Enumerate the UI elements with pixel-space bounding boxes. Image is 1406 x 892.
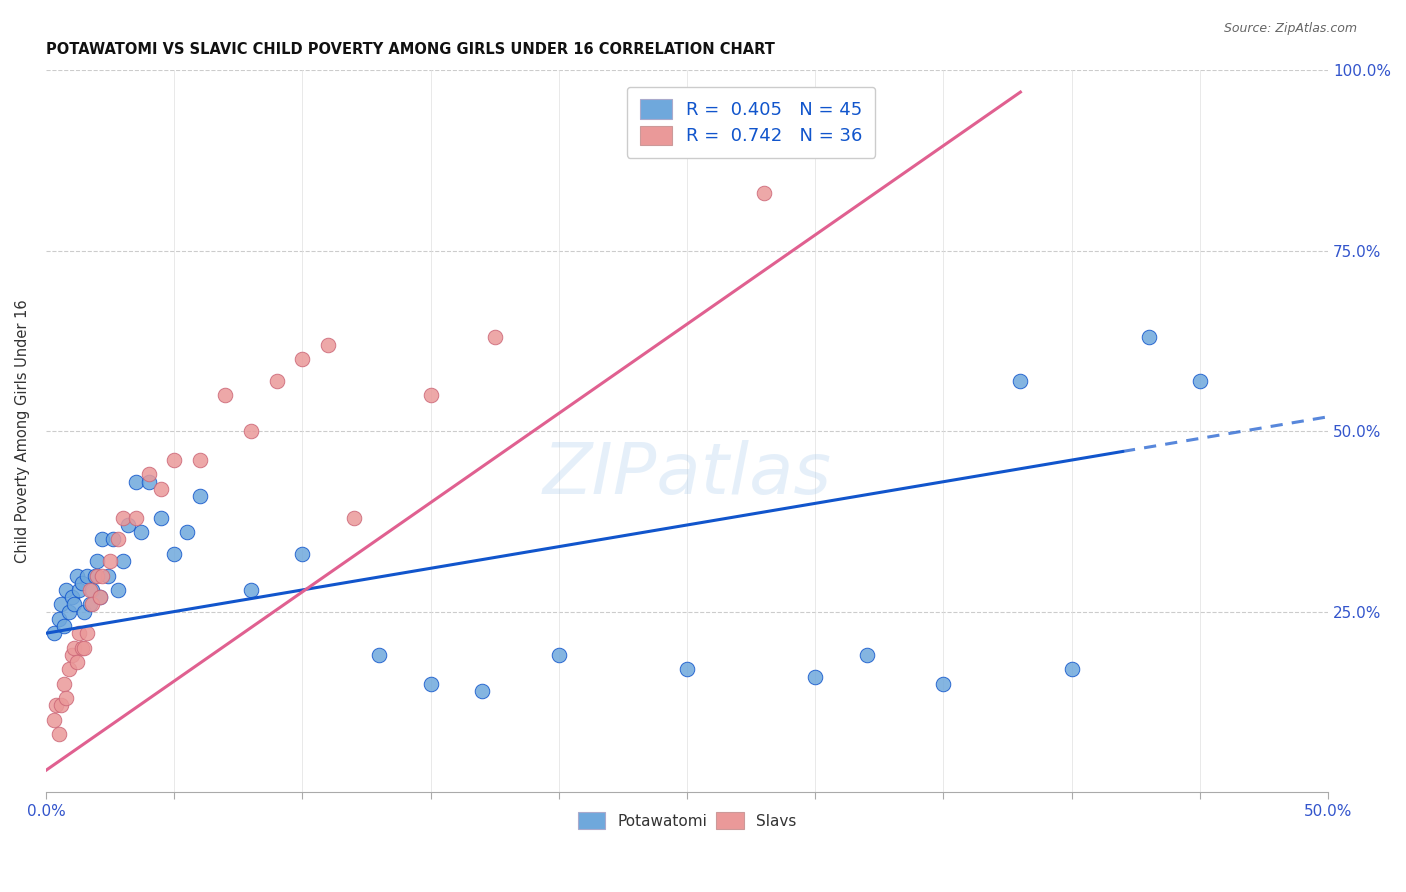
Point xyxy=(804,669,827,683)
Point xyxy=(63,598,86,612)
Point xyxy=(138,475,160,489)
Point xyxy=(82,582,104,597)
Point xyxy=(67,626,90,640)
Point xyxy=(240,582,263,597)
Point xyxy=(343,510,366,524)
Point xyxy=(150,482,173,496)
Point xyxy=(266,374,288,388)
Point xyxy=(60,590,83,604)
Text: POTAWATOMI VS SLAVIC CHILD POVERTY AMONG GIRLS UNDER 16 CORRELATION CHART: POTAWATOMI VS SLAVIC CHILD POVERTY AMONG… xyxy=(46,42,775,57)
Point xyxy=(91,568,114,582)
Point xyxy=(67,582,90,597)
Point xyxy=(111,554,134,568)
Point xyxy=(419,677,441,691)
Point xyxy=(76,626,98,640)
Point xyxy=(107,533,129,547)
Point xyxy=(70,575,93,590)
Point xyxy=(291,352,314,367)
Point xyxy=(79,582,101,597)
Point xyxy=(368,648,391,662)
Text: Source: ZipAtlas.com: Source: ZipAtlas.com xyxy=(1223,22,1357,36)
Point xyxy=(52,619,75,633)
Point xyxy=(547,648,569,662)
Point xyxy=(484,330,506,344)
Point xyxy=(63,640,86,655)
Point xyxy=(240,424,263,438)
Point xyxy=(98,554,121,568)
Point xyxy=(163,547,186,561)
Point xyxy=(163,453,186,467)
Point xyxy=(101,533,124,547)
Point xyxy=(125,510,148,524)
Point xyxy=(70,640,93,655)
Point xyxy=(45,698,67,713)
Point xyxy=(73,640,96,655)
Point xyxy=(73,605,96,619)
Point xyxy=(855,648,877,662)
Point xyxy=(76,568,98,582)
Point xyxy=(60,648,83,662)
Point xyxy=(117,518,139,533)
Point xyxy=(89,590,111,604)
Point xyxy=(58,605,80,619)
Point xyxy=(86,568,108,582)
Point xyxy=(129,525,152,540)
Point xyxy=(91,533,114,547)
Point xyxy=(188,453,211,467)
Point xyxy=(96,568,118,582)
Point xyxy=(150,510,173,524)
Point xyxy=(291,547,314,561)
Point xyxy=(52,677,75,691)
Point xyxy=(55,691,77,706)
Point xyxy=(51,698,73,713)
Point xyxy=(79,598,101,612)
Point xyxy=(1010,374,1032,388)
Point xyxy=(66,655,89,669)
Point xyxy=(676,662,699,676)
Point xyxy=(1188,374,1211,388)
Point xyxy=(66,568,89,582)
Point xyxy=(111,510,134,524)
Point xyxy=(176,525,198,540)
Point xyxy=(419,388,441,402)
Point xyxy=(471,684,494,698)
Y-axis label: Child Poverty Among Girls Under 16: Child Poverty Among Girls Under 16 xyxy=(15,300,30,563)
Point xyxy=(1137,330,1160,344)
Point xyxy=(48,612,70,626)
Point xyxy=(89,590,111,604)
Point xyxy=(107,582,129,597)
Point xyxy=(188,489,211,503)
Point xyxy=(48,727,70,741)
Point xyxy=(138,467,160,482)
Point xyxy=(86,554,108,568)
Point xyxy=(932,677,955,691)
Point xyxy=(214,388,236,402)
Point xyxy=(58,662,80,676)
Text: ZIPatlas: ZIPatlas xyxy=(543,440,831,509)
Legend: Potawatomi, Slavs: Potawatomi, Slavs xyxy=(571,806,803,835)
Point xyxy=(83,568,105,582)
Point xyxy=(752,186,775,200)
Point xyxy=(125,475,148,489)
Point xyxy=(42,713,65,727)
Point xyxy=(42,626,65,640)
Point xyxy=(1060,662,1083,676)
Point xyxy=(51,598,73,612)
Point xyxy=(82,598,104,612)
Point xyxy=(316,337,339,351)
Point xyxy=(55,582,77,597)
